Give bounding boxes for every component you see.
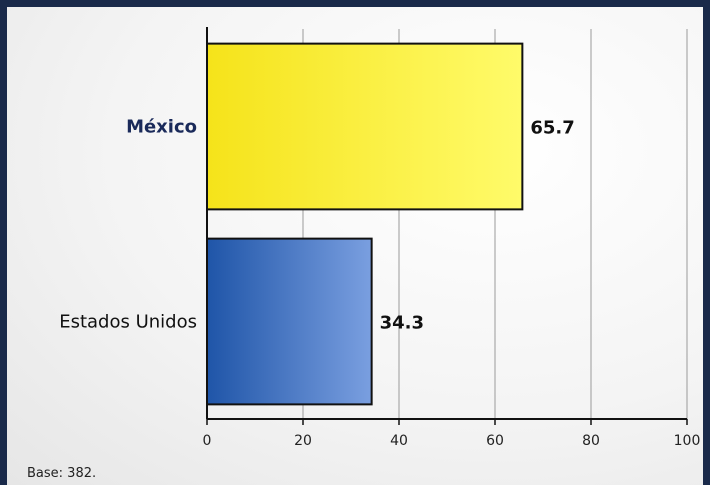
x-tick-label-60: 60 [486,433,504,449]
x-tick-label-0: 0 [203,433,212,449]
x-tick-label-100: 100 [674,433,701,449]
bars [206,42,524,406]
value-label-estados-unidos: 34.3 [380,313,424,334]
bar-estados-unidos [206,237,373,406]
x-tick-label-40: 40 [390,433,408,449]
axes: 0 20 40 60 80 100 [203,27,701,449]
bar-mexico [206,42,524,211]
category-label-mexico: México [126,117,197,138]
value-label-mexico: 65.7 [530,118,574,139]
footnote: Base: 382. [27,466,97,481]
labels: México 65.7 Estados Unidos 34.3 [59,117,575,334]
x-tick-label-80: 80 [582,433,600,449]
bar-chart: 0 20 40 60 80 100 México 65.7 Estados Unidos 34.… [59,27,701,449]
category-label-estados-unidos: Estados Unidos [59,312,197,333]
x-tick-label-20: 20 [294,433,312,449]
